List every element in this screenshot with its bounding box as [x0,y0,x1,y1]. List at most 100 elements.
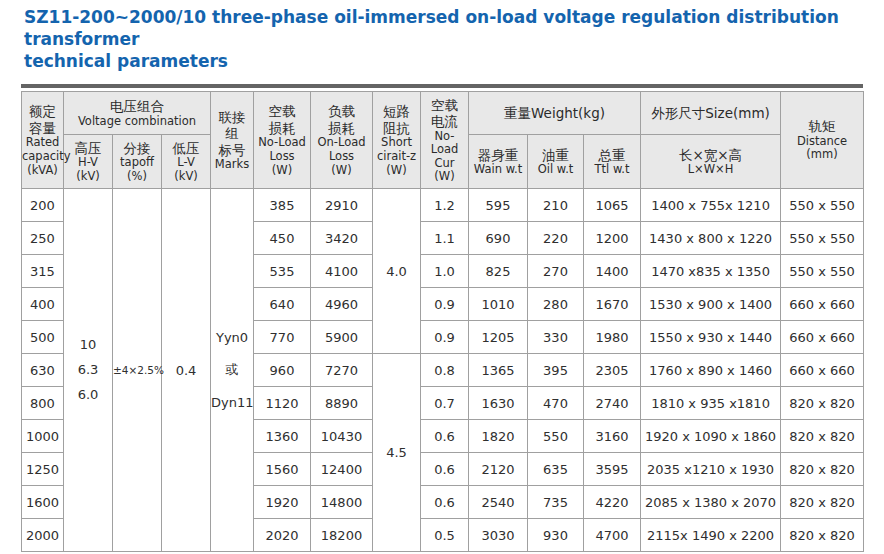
col-voltage-combination-en: Voltage combination [64,115,210,129]
cell-oil-wt: 395 [528,354,584,387]
cell-ttl-wt: 4220 [584,486,641,519]
cell-on-load-loss: 7270 [311,354,373,387]
cell-ttl-wt: 1400 [584,255,641,288]
col-size-group: 外形尺寸Size(mm) [641,92,781,135]
col-total-weight: 总重Ttl w.t [584,135,641,189]
cell-wain-wt: 3030 [469,519,528,552]
col-lwh-zh: 长×宽×高 [641,147,780,163]
col-weight-group-label: 重量Weight(kg) [469,105,640,121]
cell-distance: 660 x 660 [781,354,864,387]
col-no-load-current-en: No-Load Cur (W) [421,130,468,184]
cell-on-load-loss: 12400 [311,453,373,486]
cell-rated: 1250 [22,453,64,486]
cell-rated: 200 [22,189,64,222]
cell-oil-wt: 330 [528,321,584,354]
cell-size: 1430 x 800 x 1220 [641,222,781,255]
col-oil-weight-zh: 油重 [528,147,583,163]
cell-size: 2085 x 1380 x 2070 [641,486,781,519]
col-body-weight: 器身重Wain w.t [469,135,528,189]
cell-no-load-loss: 960 [254,354,311,387]
col-distance-zh: 轨矩 [781,118,863,134]
cell-marks-merged: Yyn0 或 Dyn11 [211,189,254,552]
col-rated-capacity-zh: 额定 容量 [22,103,63,136]
cell-rated: 315 [22,255,64,288]
cell-on-load-loss: 14800 [311,486,373,519]
cell-on-load-loss: 4960 [311,288,373,321]
cell-no-load-cur: 0.5 [421,519,469,552]
cell-oil-wt: 930 [528,519,584,552]
col-marks-en: Marks [211,158,253,172]
cell-size: 1400 x 755x 1210 [641,189,781,222]
col-marks: 联接 组 标号Marks [211,92,254,189]
cell-no-load-cur: 0.6 [421,420,469,453]
cell-ttl-wt: 1670 [584,288,641,321]
cell-wain-wt: 690 [469,222,528,255]
header-row-1: 额定 容量Rated capacity (kVA) 电压组合Voltage co… [22,92,864,135]
col-on-load-loss: 负载 损耗On-Load Loss (W) [311,92,373,189]
cell-wain-wt: 2540 [469,486,528,519]
col-low-voltage-en: L-V (kV) [162,156,210,183]
cell-wain-wt: 595 [469,189,528,222]
cell-distance: 820 x 820 [781,387,864,420]
cell-wain-wt: 1010 [469,288,528,321]
col-lwh-en: L×W×H [641,163,780,177]
col-lwh: 长×宽×高L×W×H [641,135,781,189]
page-title-line1: SZ11-200~2000/10 three-phase oil-immerse… [24,7,839,49]
col-marks-zh: 联接 组 标号 [211,109,253,158]
cell-oil-wt: 470 [528,387,584,420]
cell-hv-merged: 10 6.3 6.0 [64,189,113,552]
cell-on-load-loss: 4100 [311,255,373,288]
cell-distance: 820 x 820 [781,453,864,486]
cell-on-load-loss: 3420 [311,222,373,255]
col-distance-en: Distance (mm) [781,135,863,162]
cell-oil-wt: 735 [528,486,584,519]
cell-on-load-loss: 8890 [311,387,373,420]
cell-distance: 820 x 820 [781,486,864,519]
cell-distance: 550 x 550 [781,255,864,288]
cell-no-load-loss: 450 [254,222,311,255]
cell-size: 1760 x 890 x 1460 [641,354,781,387]
col-distance: 轨矩Distance (mm) [781,92,864,189]
col-size-group-label: 外形尺寸Size(mm) [641,105,780,121]
cell-short-z-merged-2: 4.5 [373,354,421,552]
table-row: 200 10 6.3 6.0 ±4×2.5% 0.4 Yyn0 或 Dyn11 … [22,189,864,222]
col-no-load-loss-zh: 空载 损耗 [254,103,310,136]
cell-ttl-wt: 2740 [584,387,641,420]
cell-no-load-loss: 1920 [254,486,311,519]
cell-on-load-loss: 5900 [311,321,373,354]
cell-oil-wt: 280 [528,288,584,321]
cell-rated: 250 [22,222,64,255]
col-oil-weight: 油重Oil w.t [528,135,584,189]
cell-distance: 820 x 820 [781,420,864,453]
cell-on-load-loss: 18200 [311,519,373,552]
cell-wain-wt: 1365 [469,354,528,387]
cell-ttl-wt: 2305 [584,354,641,387]
col-on-load-loss-zh: 负载 损耗 [311,103,372,136]
cell-oil-wt: 210 [528,189,584,222]
cell-no-load-loss: 770 [254,321,311,354]
cell-rated: 1600 [22,486,64,519]
cell-lv-merged: 0.4 [162,189,211,552]
col-tapoff: 分接tapoff (%) [113,135,162,189]
col-voltage-combination-zh: 电压组合 [64,98,210,114]
cell-no-load-cur: 0.9 [421,288,469,321]
cell-rated: 1000 [22,420,64,453]
col-weight-group: 重量Weight(kg) [469,92,641,135]
col-high-voltage-en: H-V (kV) [64,156,112,183]
cell-ttl-wt: 1980 [584,321,641,354]
cell-no-load-cur: 1.1 [421,222,469,255]
cell-wain-wt: 1205 [469,321,528,354]
cell-ttl-wt: 1200 [584,222,641,255]
cell-rated: 500 [22,321,64,354]
cell-rated: 2000 [22,519,64,552]
cell-size: 1470 x835 x 1350 [641,255,781,288]
cell-wain-wt: 2120 [469,453,528,486]
cell-no-load-loss: 1120 [254,387,311,420]
col-no-load-current-zh: 空载 电流 [421,97,468,130]
cell-no-load-loss: 1560 [254,453,311,486]
col-oil-weight-en: Oil w.t [528,163,583,177]
col-rated-capacity: 额定 容量Rated capacity (kVA) [22,92,64,189]
cell-on-load-loss: 2910 [311,189,373,222]
cell-distance: 550 x 550 [781,222,864,255]
top-divider-bar [21,84,863,88]
